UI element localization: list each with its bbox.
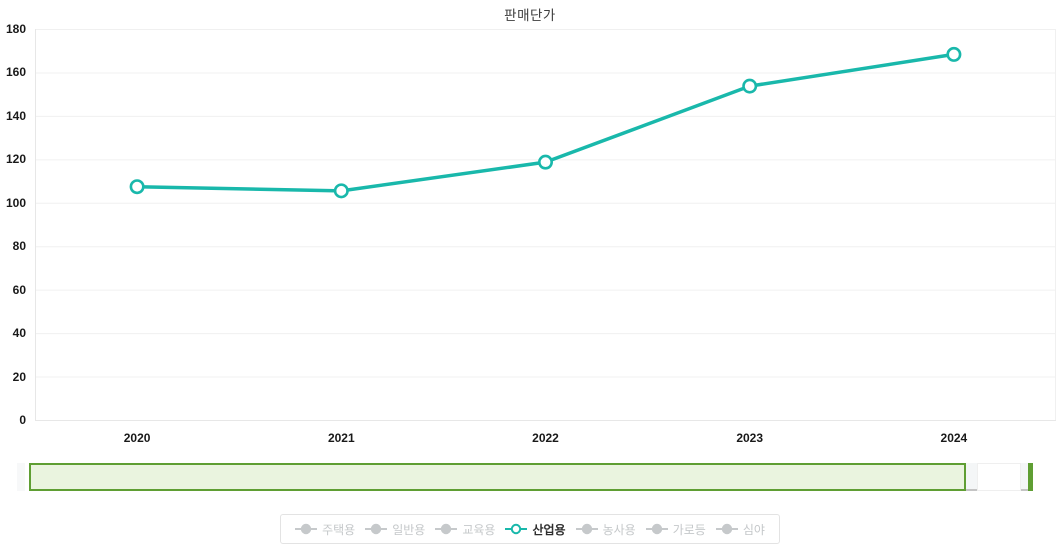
- legend-label: 심야: [742, 522, 765, 537]
- x-tick-label: 2024: [940, 431, 968, 445]
- range-selector: [0, 463, 1060, 491]
- data-point-2023[interactable]: [742, 78, 758, 94]
- range-selector-selected-area[interactable]: [29, 463, 966, 491]
- x-tick-label: 2020: [123, 431, 151, 445]
- x-tick-label: 2023: [736, 431, 764, 445]
- legend-item-가로등[interactable]: 가로등: [645, 521, 706, 538]
- legend-label: 산업용: [532, 522, 566, 537]
- series-line-산업용: [135, 52, 956, 193]
- legend-item-산업용[interactable]: 산업용: [505, 521, 566, 538]
- chart-title: 판매단가: [504, 8, 556, 23]
- y-tick-label: 40: [12, 326, 26, 341]
- data-point-2022[interactable]: [537, 154, 553, 170]
- range-selector-thumb[interactable]: [977, 463, 1021, 491]
- legend-item-농사용[interactable]: 농사용: [575, 521, 636, 538]
- y-tick-label: 100: [5, 195, 26, 210]
- legend-marker-icon: [435, 523, 458, 535]
- y-tick-label: 0: [19, 413, 26, 427]
- x-tick-label: 2022: [532, 431, 559, 445]
- legend-marker-icon: [365, 523, 388, 535]
- legend-item-심야[interactable]: 심야: [715, 521, 765, 538]
- range-selector-left-button[interactable]: [17, 463, 25, 491]
- legend-wrap: 주택용 일반용 교육용 산업용 농사용 가로등 심야: [0, 514, 1060, 545]
- legend-marker-icon: [295, 523, 318, 535]
- legend-marker-icon: [645, 523, 668, 535]
- legend-marker-icon: [715, 523, 738, 535]
- legend-label: 가로등: [672, 522, 706, 537]
- y-tick-label: 160: [5, 65, 26, 80]
- data-point-2024[interactable]: [946, 46, 962, 62]
- legend-marker-icon: [505, 523, 528, 535]
- y-tick-label: 80: [12, 239, 26, 254]
- y-tick-label: 140: [5, 108, 26, 123]
- data-point-2021[interactable]: [333, 183, 349, 199]
- legend-label: 주택용: [322, 522, 356, 537]
- legend-marker-icon: [575, 523, 598, 535]
- x-tick-label: 2021: [327, 431, 355, 445]
- y-tick-label: 120: [5, 152, 26, 167]
- legend-label: 농사용: [602, 522, 636, 537]
- legend-label: 일반용: [392, 522, 426, 537]
- data-point-2020[interactable]: [129, 179, 145, 195]
- legend: 주택용 일반용 교육용 산업용 농사용 가로등 심야: [280, 514, 780, 544]
- legend-label: 교육용: [462, 522, 496, 537]
- y-tick-label: 60: [12, 282, 26, 297]
- legend-item-일반용[interactable]: 일반용: [365, 521, 425, 538]
- legend-item-주택용[interactable]: 주택용: [295, 521, 355, 538]
- range-selector-handle[interactable]: [1028, 463, 1033, 491]
- y-tick-label: 20: [12, 369, 26, 384]
- y-tick-label: 180: [5, 22, 26, 36]
- legend-item-교육용[interactable]: 교육용: [435, 521, 495, 538]
